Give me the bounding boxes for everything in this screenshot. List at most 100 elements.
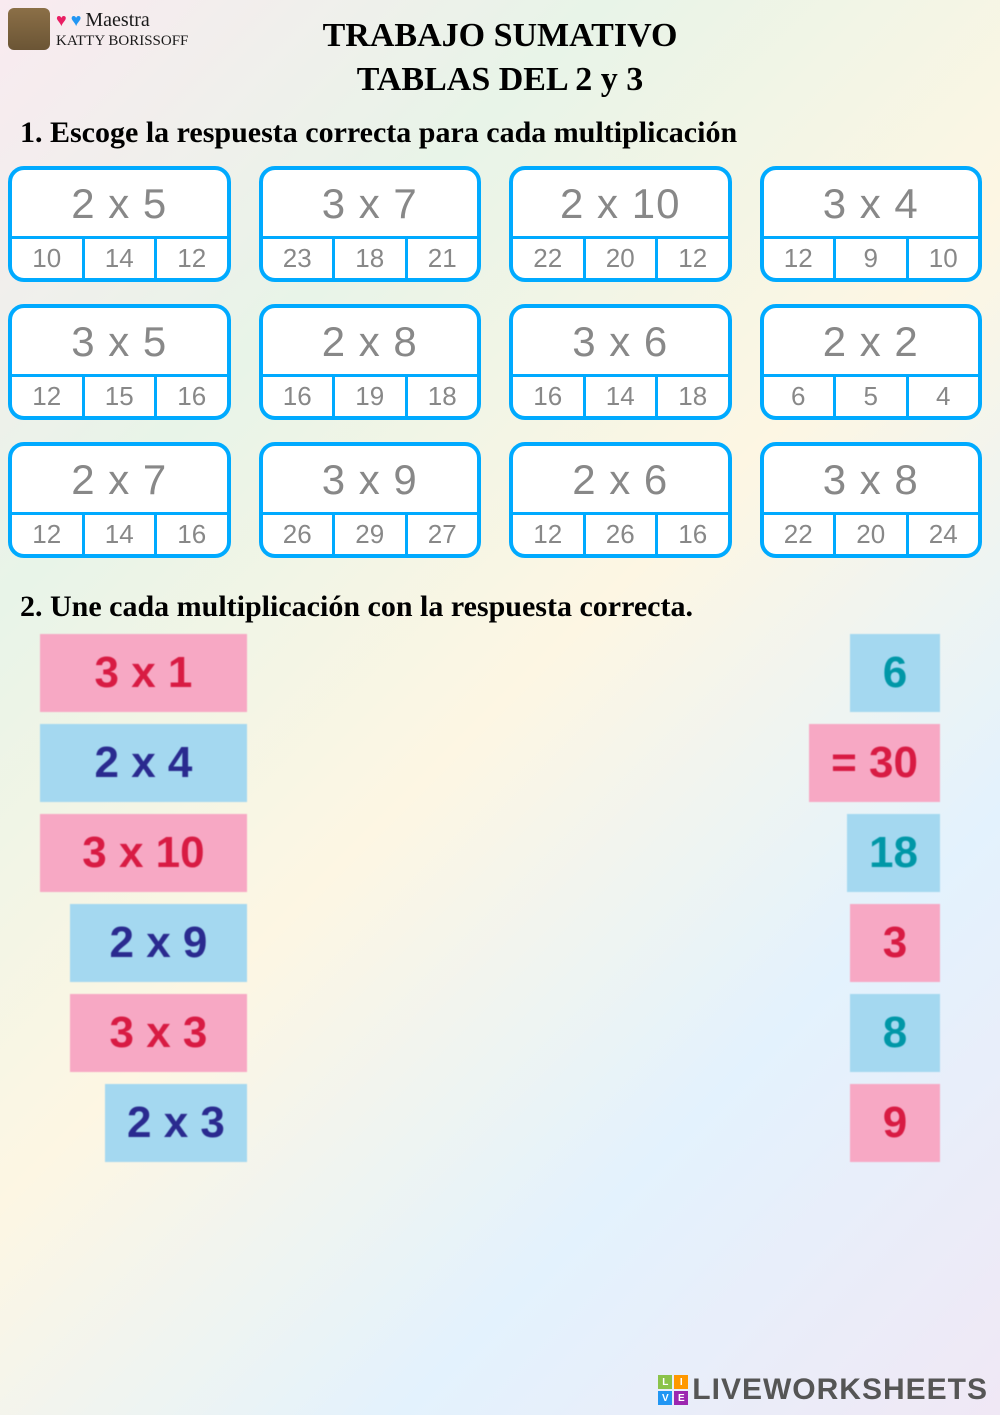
match-problem-tile[interactable]: 2 x 3 [105,1084,247,1162]
mult-answer-option[interactable]: 12 [655,239,728,278]
teacher-avatar [8,8,50,50]
mult-problem: 3 x 4 [764,170,979,239]
mult-problem: 3 x 8 [764,446,979,515]
mult-problem: 3 x 5 [12,308,227,377]
mult-answer-row: 222024 [764,515,979,554]
match-answer-tile[interactable]: = 30 [809,724,940,802]
mult-problem: 2 x 5 [12,170,227,239]
mult-problem: 3 x 6 [513,308,728,377]
teacher-label: Maestra [85,9,149,31]
instruction-2: 2. Une cada multiplicación con la respue… [0,576,1000,634]
mult-answer-option[interactable]: 9 [833,239,906,278]
mult-card: 2 x 6122616 [509,442,732,558]
mult-problem: 2 x 6 [513,446,728,515]
mult-answer-option[interactable]: 16 [513,377,583,416]
mult-answer-option[interactable]: 14 [583,377,656,416]
mult-answer-option[interactable]: 18 [405,377,478,416]
title-line-2: TABLAS DEL 2 y 3 [0,58,1000,102]
match-problem-tile[interactable]: 3 x 3 [70,994,247,1072]
match-answer-tile[interactable]: 9 [850,1084,940,1162]
mult-answer-option[interactable]: 14 [82,515,155,554]
mult-answer-row: 161418 [513,377,728,416]
mult-answer-option[interactable]: 20 [583,239,656,278]
logo-icon: LIVE [658,1375,688,1405]
mult-answer-option[interactable]: 29 [332,515,405,554]
mult-answer-option[interactable]: 12 [12,515,82,554]
mult-problem: 2 x 10 [513,170,728,239]
mult-answer-row: 122616 [513,515,728,554]
mult-card: 3 x 5121516 [8,304,231,420]
footer-text: LIVEWORKSHEETS [692,1373,988,1407]
mult-answer-option[interactable]: 12 [12,377,82,416]
mult-card: 2 x 10222012 [509,166,732,282]
mult-answer-row: 262927 [263,515,478,554]
mult-answer-row: 161918 [263,377,478,416]
teacher-info: ♥ ♥ Maestra KATTY BORISSOFF [56,9,188,50]
mult-card: 3 x 9262927 [259,442,482,558]
mult-answer-option[interactable]: 20 [833,515,906,554]
mult-problem: 2 x 2 [764,308,979,377]
mult-answer-option[interactable]: 19 [332,377,405,416]
teacher-name: KATTY BORISSOFF [56,33,188,49]
mult-answer-option[interactable]: 26 [263,515,333,554]
mult-answer-option[interactable]: 18 [332,239,405,278]
instruction-1: 1. Escoge la respuesta correcta para cad… [0,102,1000,160]
mult-answer-option[interactable]: 10 [12,239,82,278]
mult-answer-option[interactable]: 16 [154,515,227,554]
mult-card: 2 x 2654 [760,304,983,420]
mult-answer-row: 121416 [12,515,227,554]
mult-answer-row: 654 [764,377,979,416]
mult-answer-option[interactable]: 15 [82,377,155,416]
cards-grid: 2 x 51014123 x 72318212 x 102220123 x 41… [0,160,1000,576]
match-problem-tile[interactable]: 2 x 4 [40,724,247,802]
match-problem-tile[interactable]: 3 x 1 [40,634,247,712]
mult-card: 3 x 6161418 [509,304,732,420]
mult-card: 2 x 8161918 [259,304,482,420]
heart-icon: ♥ [56,10,67,30]
mult-card: 3 x 7231821 [259,166,482,282]
mult-answer-option[interactable]: 14 [82,239,155,278]
mult-problem: 2 x 7 [12,446,227,515]
mult-problem: 2 x 8 [263,308,478,377]
mult-answer-option[interactable]: 12 [154,239,227,278]
match-answer-tile[interactable]: 3 [850,904,940,982]
teacher-badge: ♥ ♥ Maestra KATTY BORISSOFF [8,8,188,50]
match-answer-tile[interactable]: 18 [847,814,940,892]
mult-answer-option[interactable]: 21 [405,239,478,278]
mult-answer-option[interactable]: 16 [655,515,728,554]
mult-answer-row: 12910 [764,239,979,278]
mult-answer-option[interactable]: 4 [906,377,979,416]
mult-answer-option[interactable]: 16 [263,377,333,416]
match-left-column: 3 x 1 2 x 4 3 x 10 2 x 9 3 x 3 2 x 3 [40,634,247,1162]
mult-card: 2 x 5101412 [8,166,231,282]
mult-answer-option[interactable]: 12 [764,239,834,278]
mult-answer-option[interactable]: 6 [764,377,834,416]
mult-answer-row: 121516 [12,377,227,416]
match-answer-tile[interactable]: 8 [850,994,940,1072]
mult-answer-option[interactable]: 12 [513,515,583,554]
mult-problem: 3 x 9 [263,446,478,515]
mult-card: 3 x 8222024 [760,442,983,558]
footer-logo: LIVE LIVEWORKSHEETS [658,1373,988,1407]
mult-answer-option[interactable]: 23 [263,239,333,278]
mult-answer-option[interactable]: 26 [583,515,656,554]
mult-answer-option[interactable]: 10 [906,239,979,278]
mult-answer-row: 222012 [513,239,728,278]
match-answer-tile[interactable]: 6 [850,634,940,712]
mult-answer-row: 231821 [263,239,478,278]
mult-answer-option[interactable]: 22 [513,239,583,278]
mult-answer-row: 101412 [12,239,227,278]
mult-answer-option[interactable]: 27 [405,515,478,554]
mult-answer-option[interactable]: 22 [764,515,834,554]
heart-icon: ♥ [71,10,82,30]
match-area: 3 x 1 2 x 4 3 x 10 2 x 9 3 x 3 2 x 3 6 = 30 18 3… [0,634,1000,1284]
mult-answer-option[interactable]: 16 [154,377,227,416]
mult-answer-option[interactable]: 5 [833,377,906,416]
mult-answer-option[interactable]: 18 [655,377,728,416]
match-right-column: 6 = 30 18 3 8 9 [809,634,940,1162]
mult-card: 3 x 412910 [760,166,983,282]
match-problem-tile[interactable]: 2 x 9 [70,904,247,982]
match-problem-tile[interactable]: 3 x 10 [40,814,247,892]
mult-problem: 3 x 7 [263,170,478,239]
mult-answer-option[interactable]: 24 [906,515,979,554]
